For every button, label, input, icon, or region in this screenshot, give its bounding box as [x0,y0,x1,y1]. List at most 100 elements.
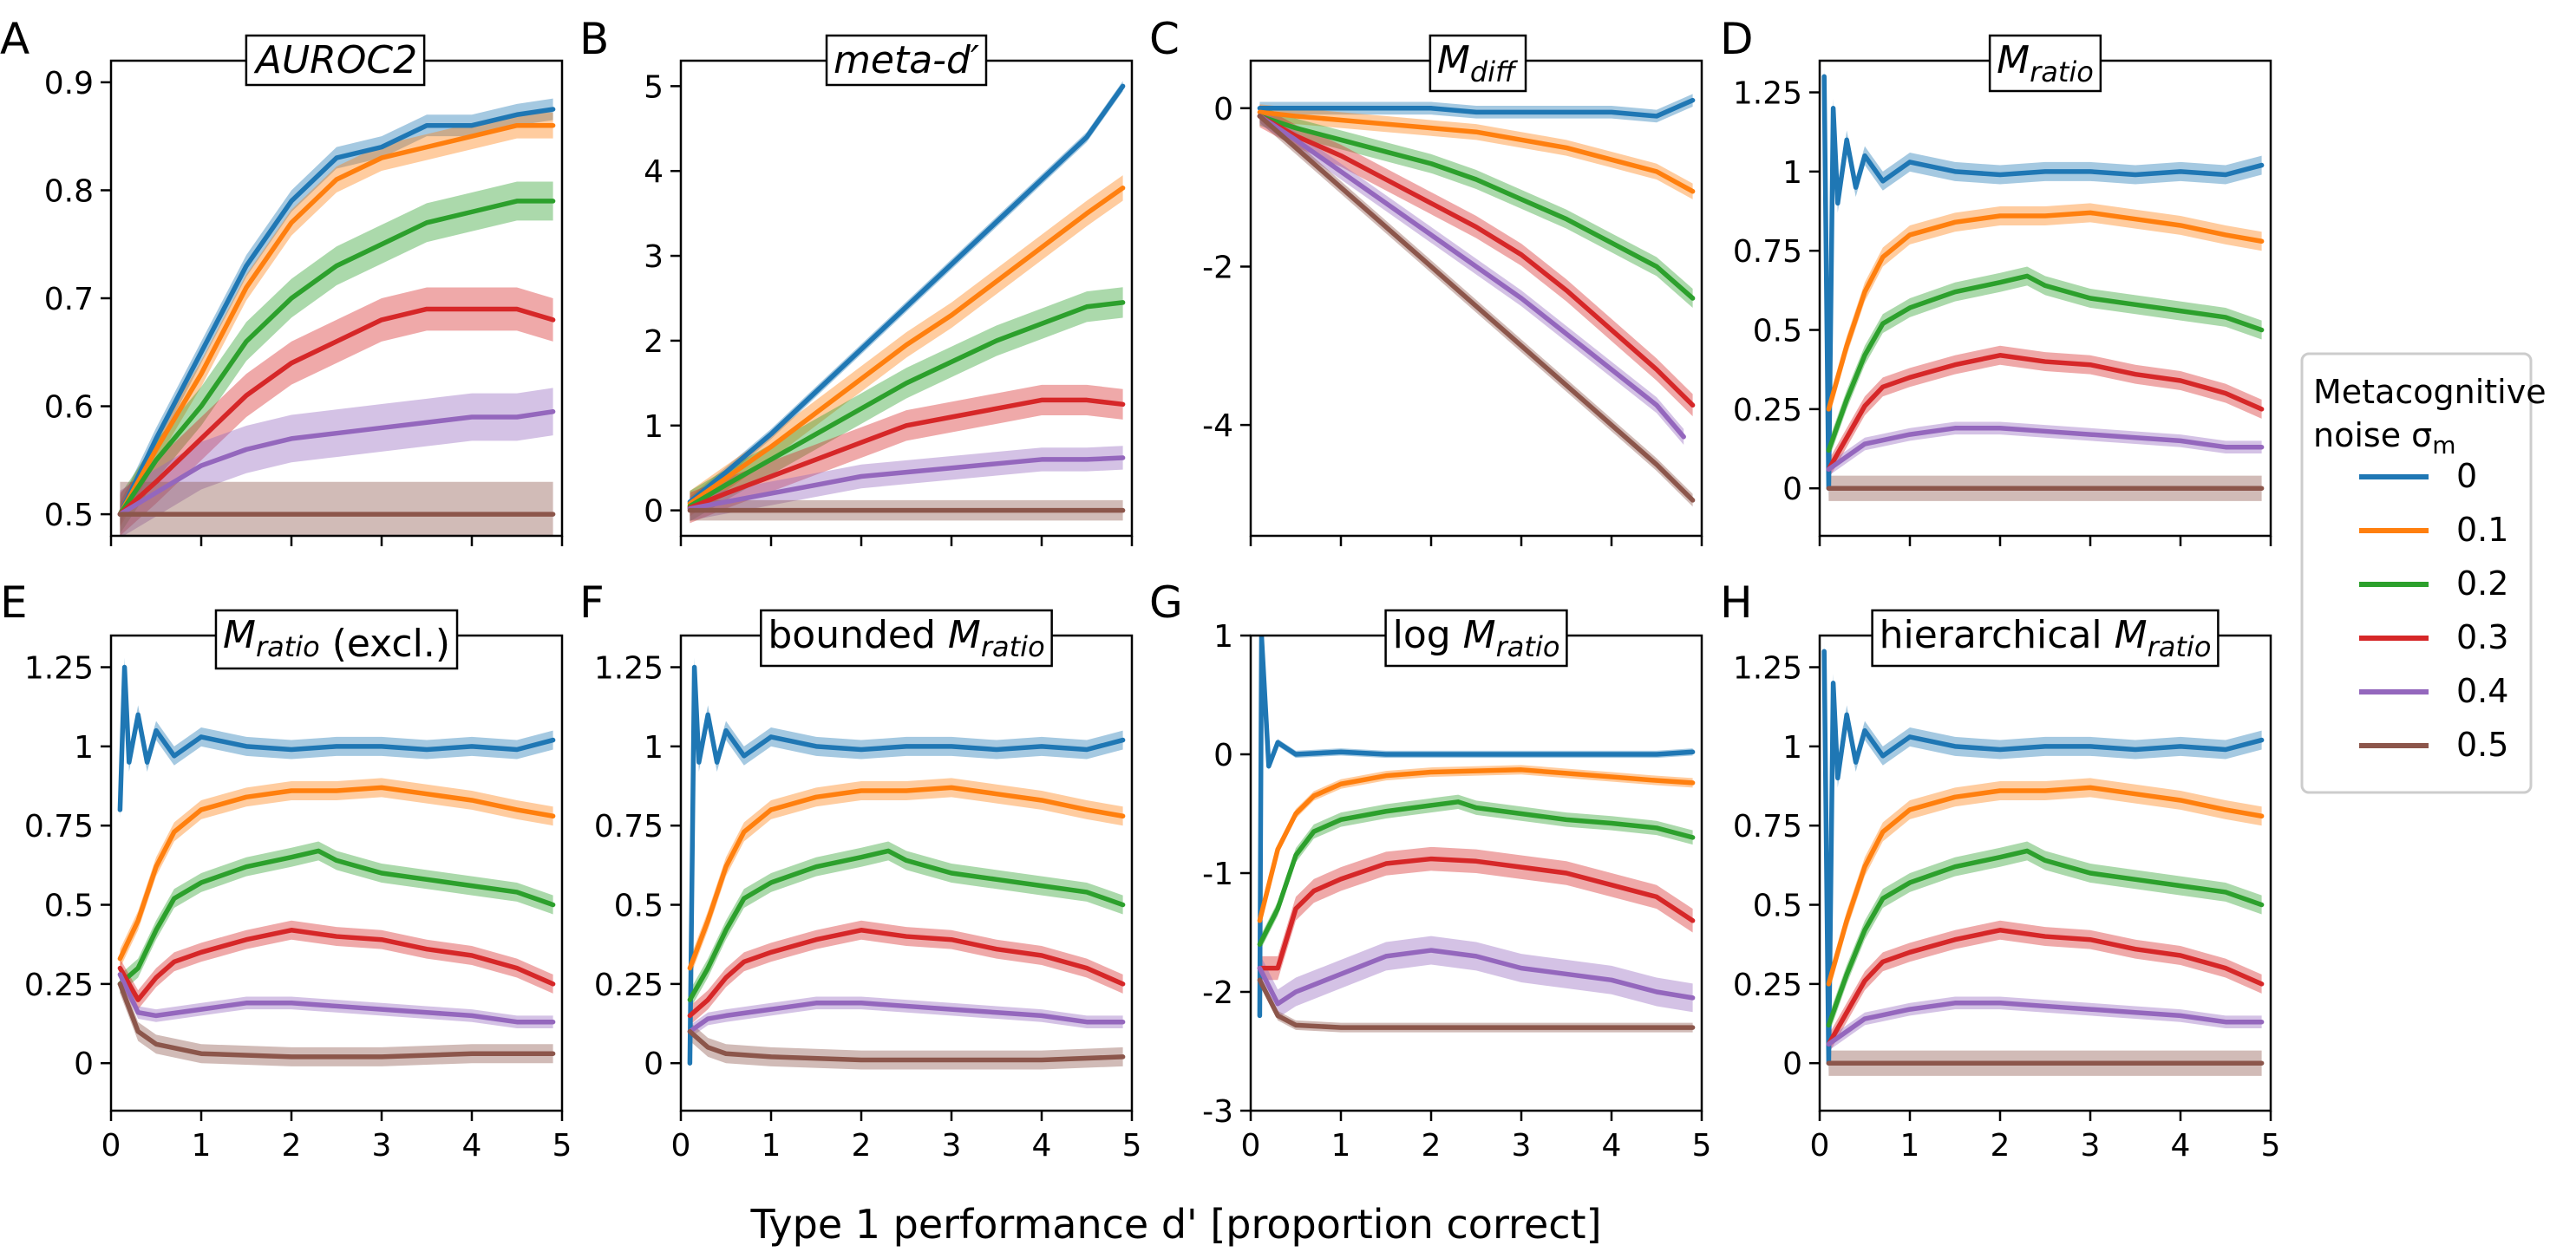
series-line-5 [1257,977,1696,1030]
series-line-0 [1257,636,1696,1019]
series-line-2 [687,848,1126,1002]
y-tick-label: 0 [644,494,664,530]
y-tick-label: 0.7 [44,282,94,317]
x-tick-label: 0 [1810,1128,1830,1164]
y-tick-label: 1 [74,730,94,766]
series-band-1 [1828,778,2262,994]
y-tick-label: 0.75 [24,809,94,844]
series-band-0 [120,657,553,819]
x-tick-label: 2 [852,1128,872,1164]
x-tick-label: 2 [1991,1128,2010,1164]
panel-title-box [825,34,988,87]
panel-title-text: log Mratio [1393,613,1560,663]
x-tick-label: 5 [2261,1128,2281,1164]
series-line-1 [117,785,556,962]
legend-label: 0.1 [2456,511,2508,549]
series-band-5 [120,481,553,536]
panel-letter: B [579,14,609,64]
title-part: ratio [1496,630,1560,663]
legend-box [2300,352,2533,794]
series-line-4 [687,1001,1126,1034]
series-line-3 [117,306,556,517]
series-line-5 [687,1028,1126,1063]
y-tick-label: 0.9 [44,66,94,101]
y-tick-label: 0.5 [614,889,664,924]
series-band-4 [1259,936,1693,1019]
y-tick-label: 0.25 [1733,393,1802,428]
panel-letter: E [0,577,28,628]
legend: Metacognitive noise σm 0 0.1 0.2 0.3 0.4 0.5 [2300,352,2547,794]
x-tick-label: 5 [552,1128,572,1164]
x-tick-label: 1 [762,1128,781,1164]
series-line-3 [117,928,556,1002]
series-line-3 [1257,856,1696,971]
title-part: AUROC2 [253,38,417,82]
y-tick-label: 1 [644,409,664,445]
legend-item: 0.2 [2359,564,2508,603]
legend-item: 0.4 [2359,672,2508,710]
title-part: bounded [768,613,948,657]
panel-title-box [1384,609,1568,668]
axes-frame [679,634,1134,1112]
series-band-3 [690,384,1123,524]
series-line-0 [687,83,1126,505]
legend-title-line2: noise σm [2313,416,2456,460]
series-band-3 [1259,105,1693,417]
title-part: ratio [981,630,1045,663]
x-tick-label: 0 [1241,1128,1261,1164]
y-tick-label: -2 [1202,250,1233,285]
y-tick-label: 0 [1213,738,1233,773]
x-tick-label: 4 [1602,1128,1622,1164]
y-tick-label: 1.25 [1733,76,1802,112]
series-line-0 [117,664,556,812]
plot-area [117,657,556,1066]
series-band-4 [1828,996,2262,1051]
series-band-3 [1828,345,2262,479]
series-line-1 [1257,109,1696,194]
y-tick-label: -1 [1202,857,1233,892]
y-tick-label: 0.6 [44,390,94,426]
legend-item: 0.1 [2359,511,2508,549]
plot-area [687,81,1126,524]
series-band-4 [120,388,553,536]
x-tick-label: 5 [1692,1128,1712,1164]
series-line-5 [1257,114,1696,503]
x-tick-label: 4 [1032,1128,1052,1164]
series-line-1 [687,785,1126,971]
title-part: meta-d′ [834,38,979,82]
series-band-4 [690,446,1123,521]
series-line-4 [1257,948,1696,1007]
panel-title: bounded Mratio [760,609,1053,668]
panel-title-box [1871,609,2220,668]
legend-label: 0 [2456,457,2477,495]
panel-title: Mdiff [1429,34,1527,93]
panel-title-text: bounded Mratio [768,613,1044,663]
title-part: M [2115,613,2148,657]
series-line-4 [117,972,556,1025]
x-tick-label: 1 [1331,1128,1351,1164]
y-tick-label: 0.5 [44,889,94,924]
series-line-4 [117,409,556,517]
panel-title-text: hierarchical Mratio [1880,613,2212,663]
series-line-1 [1257,767,1696,923]
series-line-2 [687,300,1126,509]
title-part: hierarchical [1880,613,2115,657]
series-line-4 [1257,114,1686,440]
series-band-2 [1259,106,1693,308]
legend-item: 0.3 [2359,618,2508,656]
y-tick-label: -3 [1202,1094,1233,1130]
series-line-1 [1826,785,2265,987]
panel-letter: A [0,14,29,64]
panel-letter: G [1149,577,1183,628]
axes-frame [1818,634,2272,1112]
series-line-0 [1257,97,1696,119]
legend-label: 0.3 [2456,618,2508,656]
y-tick-label: 0.5 [1753,889,1802,924]
x-tick-label: 1 [192,1128,212,1164]
panel-title: AUROC2 [245,34,426,87]
plot-area [1821,642,2265,1076]
y-tick-label: 0.5 [1753,314,1802,349]
panel-title: log Mratio [1384,609,1568,668]
y-tick-label: 2 [644,324,664,360]
series-band-0 [1259,94,1693,123]
